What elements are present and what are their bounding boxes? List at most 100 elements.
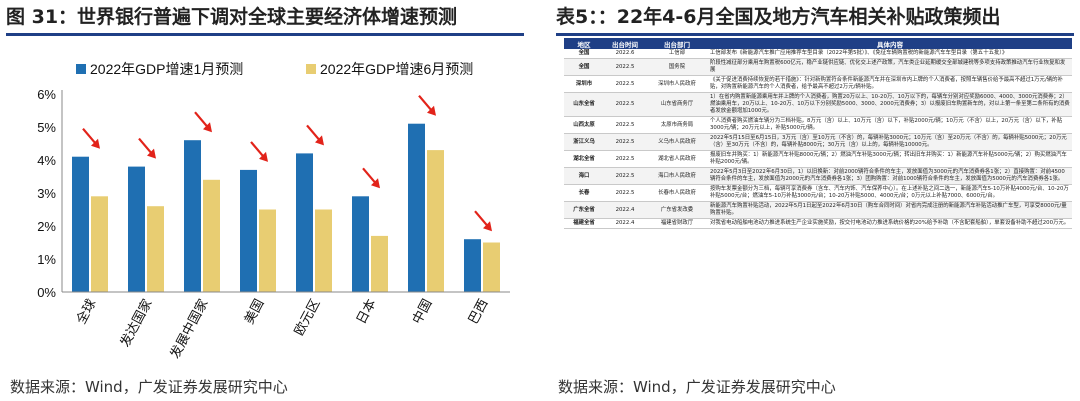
bar-jun-forecast — [91, 196, 108, 292]
bar-jun-forecast — [371, 235, 388, 292]
date-cell: 2022.5 — [604, 150, 646, 168]
bar-group — [72, 123, 500, 292]
bar-jan-forecast — [296, 153, 313, 292]
policy-table-wrap: 地区 出台时间 出台部门 具体内容 全国 2022.6 工信部 工信部发布《新能源汽车… — [564, 38, 1072, 370]
region-cell: 湖北全省 — [564, 150, 604, 168]
dept-cell: 义乌市人民政府 — [646, 133, 708, 151]
table-row: 长春 2022.5 长春市人民政府 按购车发票金额分为三档，每辆可享消费券（含车、汽车… — [564, 184, 1072, 202]
region-cell: 长春 — [564, 184, 604, 202]
table-row: 深圳市 2022.5 深圳市人民政府 《关于促进消费持续恢复的若干措施》：针对新购置符… — [564, 75, 1072, 93]
content-cell: 1）在省内购置新能源乘用车并上牌的个人消费者，购置20万以上、10-20万、10… — [708, 92, 1072, 117]
bar-jan-forecast — [352, 196, 369, 292]
dept-cell: 工信部 — [646, 49, 708, 59]
date-cell: 2022.5 — [604, 116, 646, 134]
region-cell: 广东全省 — [564, 201, 604, 219]
downgrade-arrow-head — [371, 178, 380, 189]
y-axis: 0% 1% 2% 3% 4% 5% 6% — [37, 87, 56, 300]
date-cell: 2022.4 — [604, 201, 646, 219]
bar-jan-forecast — [408, 123, 425, 292]
header-content: 具体内容 — [708, 38, 1072, 49]
bar-jun-forecast — [203, 179, 220, 292]
dept-cell: 福建省财政厅 — [646, 218, 708, 229]
policy-table-body: 全国 2022.6 工信部 工信部发布《新能源汽车推广应用推荐车型目录（2022年第5… — [564, 49, 1072, 229]
arrow-group — [82, 94, 492, 232]
region-cell: 山东全省 — [564, 92, 604, 117]
y-tick-label: 2% — [37, 219, 56, 234]
date-cell: 2022.5 — [604, 92, 646, 117]
region-cell: 福建全省 — [564, 218, 604, 229]
downgrade-arrow-head — [259, 151, 268, 162]
dept-cell: 海口市人民政府 — [646, 167, 708, 185]
date-cell: 2022.6 — [604, 49, 646, 59]
policy-table: 地区 出台时间 出台部门 具体内容 全国 2022.6 工信部 工信部发布《新能源汽车… — [564, 38, 1072, 229]
chart-legend: 2022年GDP增速1月预测 2022年GDP增速6月预测 — [76, 61, 473, 77]
table-row: 全国 2022.6 工信部 工信部发布《新能源汽车推广应用推荐车型目录（2022年第5… — [564, 49, 1072, 59]
date-cell: 2022.5 — [604, 133, 646, 151]
y-tick-label: 1% — [37, 252, 56, 267]
table-row: 山东全省 2022.5 山东省商务厅 1）在省内购置新能源乘用车并上牌的个人消费者，购… — [564, 92, 1072, 117]
region-cell: 全国 — [564, 58, 604, 76]
legend-swatch-jan — [76, 64, 86, 74]
bar-jun-forecast — [259, 209, 276, 292]
content-cell: 新能源汽车购置补贴活动，2022年5月1日起至2022年6月30日（购车合同时间… — [708, 201, 1072, 219]
y-tick-label: 6% — [37, 87, 56, 102]
dept-cell: 山东省商务厅 — [646, 92, 708, 117]
x-tick-label: 日本 — [353, 296, 378, 326]
downgrade-arrow-head — [91, 138, 100, 149]
content-cell: 按购车发票金额分为三档，每辆可享消费券（含车、汽车内饰、汽车保养中心）。在上述补… — [708, 184, 1072, 202]
dept-cell: 国务院 — [646, 58, 708, 76]
downgrade-arrow-head — [483, 221, 492, 232]
region-cell: 深圳市 — [564, 75, 604, 93]
x-tick-label: 发达国家 — [117, 296, 155, 349]
date-cell: 2022.4 — [604, 218, 646, 229]
table-row: 全国 2022.5 国务院 阶段性减征部分乘用车购置税600亿元，稳产业链供应链、优化… — [564, 58, 1072, 76]
y-tick-label: 5% — [37, 120, 56, 135]
content-cell: 报废旧车并购买：1）新能源汽车补贴8000元/辆；2）燃油汽车补贴3000元/辆… — [708, 150, 1072, 168]
content-cell: 2022年5月15日至6月15日，3万元（含）至10万元（不含）的，每辆补贴30… — [708, 133, 1072, 151]
y-tick-label: 0% — [37, 285, 56, 300]
source-note-left: 数据来源：Wind，广发证券发展研究中心 — [10, 378, 288, 396]
region-cell: 全国 — [564, 49, 604, 59]
date-cell: 2022.5 — [604, 167, 646, 185]
downgrade-arrow-head — [427, 105, 436, 116]
bar-jan-forecast — [464, 239, 481, 292]
content-cell: 工信部发布《新能源汽车推广应用推荐车型目录（2022年第5批）》、《免征车辆购置… — [708, 49, 1072, 59]
dept-cell: 长春市人民政府 — [646, 184, 708, 202]
bar-jun-forecast — [427, 150, 444, 292]
content-cell: 个人消费者购买燃油车辆分为三档补贴，8万元（含）以上、10万元（含）以下，补贴2… — [708, 116, 1072, 134]
y-tick-label: 4% — [37, 153, 56, 168]
date-cell: 2022.5 — [604, 75, 646, 93]
bar-jan-forecast — [184, 140, 201, 292]
legend-label-jan: 2022年GDP增速1月预测 — [90, 61, 243, 77]
dept-cell: 深圳市人民政府 — [646, 75, 708, 93]
legend-swatch-jun — [306, 64, 316, 74]
content-cell: 《关于促进消费持续恢复的若干措施》：针对新购置符合条件新能源汽车并在深圳市内上牌… — [708, 75, 1072, 93]
bar-jan-forecast — [72, 156, 89, 292]
dept-cell: 广东省发改委 — [646, 201, 708, 219]
x-tick-label: 巴西 — [465, 296, 490, 326]
table-row: 福建全省 2022.4 福建省财政厅 对我省电动船舶电池动力推进系统生产企业实施奖励，… — [564, 218, 1072, 229]
content-cell: 2022年5月3日至2022年6月30日，1）以旧换新：对前2000辆符合条件的… — [708, 167, 1072, 185]
bar-jan-forecast — [128, 166, 145, 292]
header-region: 地区 — [564, 38, 604, 49]
table-row: 山西太原 2022.5 太原市商务局 个人消费者购买燃油车辆分为三档补贴，8万元（含）… — [564, 116, 1072, 134]
table-header-row: 地区 出台时间 出台部门 具体内容 — [564, 38, 1072, 49]
legend-label-jun: 2022年GDP增速6月预测 — [320, 61, 473, 77]
x-tick-label: 全球 — [73, 296, 98, 326]
x-tick-label: 发展中国家 — [167, 296, 211, 360]
downgrade-arrow-head — [147, 148, 156, 159]
table-row: 湖北全省 2022.5 湖北省人民政府 报废旧车并购买：1）新能源汽车补贴8000元/… — [564, 150, 1072, 168]
header-dept: 出台部门 — [646, 38, 708, 49]
x-axis-labels: 全球 发达国家 发展中国家 美国 欧元区 日本 中国 巴西 — [73, 296, 490, 360]
title-rule-left — [6, 33, 524, 36]
x-tick-label: 欧元区 — [291, 296, 323, 337]
table-row: 海口 2022.5 海口市人民政府 2022年5月3日至2022年6月30日，1）以旧… — [564, 167, 1072, 185]
bar-jan-forecast — [240, 169, 257, 292]
region-cell: 浙江义乌 — [564, 133, 604, 151]
source-note-right: 数据来源：Wind，广发证券发展研究中心 — [558, 378, 836, 396]
content-cell: 对我省电动船舶电池动力推进系统生产企业实施奖励，按交付电池动力推进系统价格的20… — [708, 218, 1072, 229]
gdp-forecast-chart: 2022年GDP增速1月预测 2022年GDP增速6月预测 0% 1% 2% 3% 4%… — [37, 61, 510, 361]
dept-cell: 湖北省人民政府 — [646, 150, 708, 168]
region-cell: 山西太原 — [564, 116, 604, 134]
title-rule-right — [556, 33, 1074, 36]
